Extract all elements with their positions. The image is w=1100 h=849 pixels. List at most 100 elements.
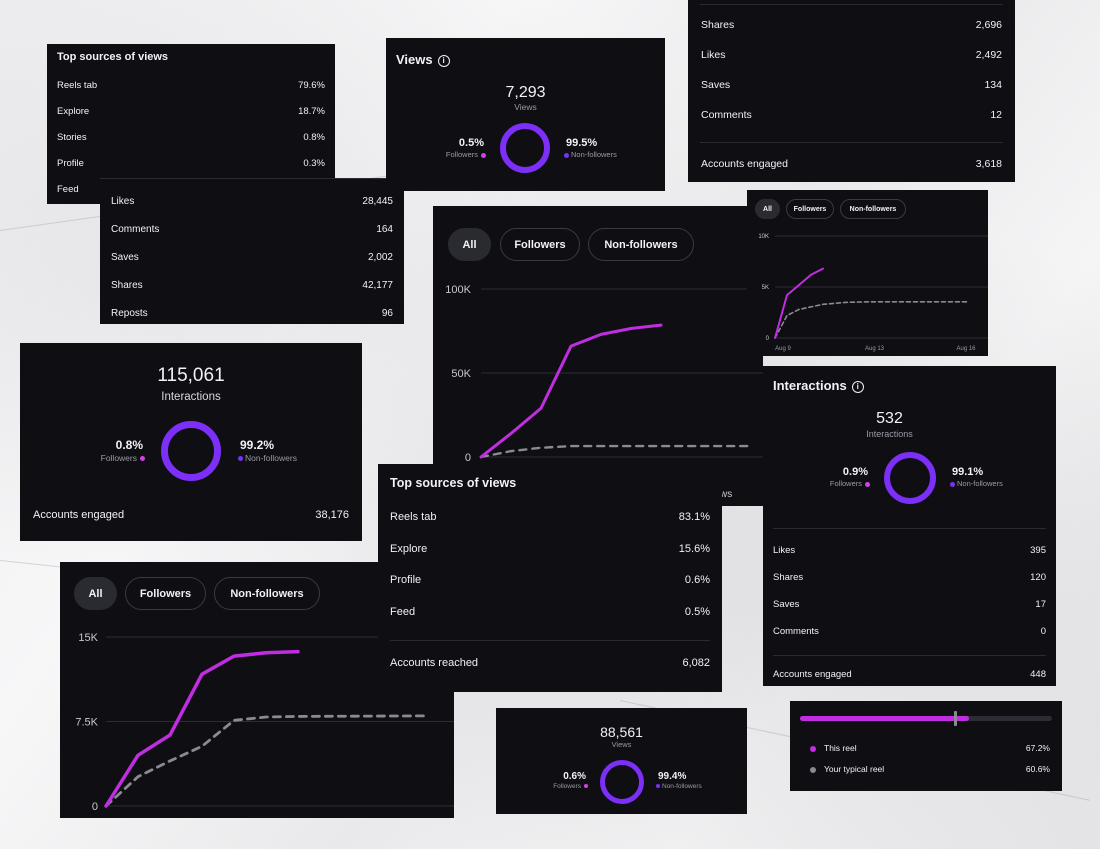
interactions-total-label: Interactions [866, 429, 913, 439]
interactions-detail-card: Interactions i 532 Interactions 0.9% Foll… [763, 366, 1056, 686]
legend-typical-reel: Your typical reel 60.6% [810, 764, 1050, 774]
engagement-stats-card: Shares 2,696 Likes 2,492 Saves 134 Comments… [688, 0, 1015, 182]
x-tick-label: Aug 9 [775, 346, 791, 352]
accounts-reached-row: Accounts reached 6,082 [390, 657, 710, 669]
x-tick-label: Aug 13 [865, 346, 885, 352]
list-item: Likes 28,445 [111, 196, 393, 207]
list-item: Likes 395 [773, 545, 1046, 556]
views-card: Views i 7,293 Views 0.5% Followers 99.5% … [386, 38, 665, 191]
donut-chart [500, 123, 550, 173]
retention-compare-card: This reel 67.2% Your typical reel 60.6% [790, 701, 1062, 791]
this-reel-series-line [479, 323, 663, 459]
list-item: Comments 0 [773, 626, 1046, 637]
list-item: Reels tab 79.6% [57, 80, 325, 91]
followers-pct: 0.8% [115, 438, 143, 452]
list-item: Profile 0.3% [57, 158, 325, 169]
donut-chart [600, 760, 644, 804]
accounts-engaged-row: Accounts engaged 3,618 [701, 158, 1002, 170]
x-axis-label-cutoff: ws [720, 489, 733, 500]
legend-this-reel: This reel 67.2% [810, 743, 1050, 753]
list-item: Saves 134 [701, 79, 1002, 91]
views-over-time-chart-card: All Followers Non-followers 100K 50K 0 ws [433, 206, 763, 506]
x-tick-label: Aug 16 [956, 346, 976, 352]
list-item: Comments 164 [111, 224, 393, 235]
card-title: Views i [396, 52, 450, 67]
y-tick-label: 5K [762, 285, 769, 291]
tab-all[interactable]: All [755, 199, 780, 219]
tab-non-followers[interactable]: Non-followers [588, 228, 694, 261]
this-reel-series-line [104, 649, 300, 808]
list-item: Reels tab 83.1% [390, 511, 710, 523]
line-chart: 10K 5K 0 Aug 9 Aug 13 Aug 16 [758, 234, 988, 352]
list-item: Shares 120 [773, 572, 1046, 583]
this-reel-series-line [774, 267, 824, 339]
card-title: Top sources of views [57, 51, 169, 63]
interactions-total-label: Interactions [161, 391, 221, 403]
typical-reel-series-line [479, 444, 753, 459]
views-total: 88,561 [600, 724, 643, 740]
followers-pct: 0.9% [842, 466, 868, 478]
line-chart: 100K 50K 0 [445, 284, 763, 464]
interactions-list-card: Likes 28,445 Comments 164 Saves 2,002 Share… [100, 178, 404, 324]
accounts-engaged-row: Accounts engaged 38,176 [33, 509, 349, 521]
tab-followers[interactable]: Followers [786, 199, 834, 219]
interactions-total: 115,061 [157, 365, 225, 386]
followers-legend: Followers [101, 453, 145, 463]
list-item: Reposts 96 [111, 308, 393, 319]
list-item: Feed [57, 184, 79, 195]
nonfollowers-legend: Non-followers [656, 783, 702, 790]
list-item: Profile 0.6% [390, 574, 710, 586]
list-item: Comments 12 [701, 109, 1002, 121]
list-item: Stories 0.8% [57, 132, 325, 143]
y-tick-label: 7.5K [75, 716, 98, 728]
info-icon[interactable]: i [851, 380, 864, 393]
tab-followers[interactable]: Followers [125, 577, 206, 610]
list-item: Likes 2,492 [701, 49, 1002, 61]
nonfollowers-legend: Non-followers [564, 150, 617, 159]
interactions-summary-card: 115,061 Interactions 0.8% Followers 99.2… [20, 343, 362, 541]
followers-legend: Followers [553, 783, 588, 790]
line-chart: 15K 7.5K 0 [75, 632, 454, 813]
y-tick-label: 0 [92, 801, 98, 813]
tab-all[interactable]: All [74, 577, 117, 610]
list-item: Shares 2,696 [701, 19, 1002, 31]
nonfollowers-pct: 99.2% [240, 438, 275, 452]
followers-pct: 0.5% [458, 137, 484, 149]
small-chart-card: All Followers Non-followers 10K 5K 0 Aug 9 A… [747, 190, 988, 356]
list-item: Shares 42,177 [111, 280, 393, 291]
list-item: Feed 0.5% [390, 606, 710, 618]
followers-pct: 0.6% [563, 771, 586, 782]
card-title: Top sources of views [390, 476, 517, 490]
y-tick-label: 0 [465, 452, 471, 464]
views-total-label: Views [514, 102, 537, 112]
nonfollowers-pct: 99.4% [658, 771, 687, 782]
typical-reel-series-line [104, 714, 428, 808]
top-sources-card-b: Top sources of views Reels tab 83.1% Expl… [378, 464, 722, 692]
followers-legend: Followers [830, 479, 870, 488]
list-item: Saves 2,002 [111, 252, 393, 263]
views-total-label: Views [611, 740, 632, 749]
y-tick-label: 0 [766, 336, 770, 342]
donut-chart [161, 421, 221, 481]
nonfollowers-legend: Non-followers [950, 479, 1003, 488]
progress-track [800, 711, 1052, 726]
tab-non-followers[interactable]: Non-followers [840, 199, 906, 219]
followers-legend: Followers [446, 150, 486, 159]
nonfollowers-legend: Non-followers [238, 453, 297, 463]
donut-chart [884, 452, 936, 504]
list-item: Explore 18.7% [57, 106, 325, 117]
tab-all[interactable]: All [448, 228, 491, 261]
typical-reel-series-line [774, 300, 968, 339]
views-summary-card: 88,561 Views 0.6% Followers 99.4% Non-fo… [496, 708, 747, 814]
y-tick-label: 50K [451, 368, 471, 380]
tab-non-followers[interactable]: Non-followers [214, 577, 320, 610]
info-icon[interactable]: i [437, 54, 450, 67]
nonfollowers-pct: 99.5% [566, 137, 598, 149]
tab-followers[interactable]: Followers [500, 228, 580, 261]
accounts-engaged-row: Accounts engaged 448 [773, 669, 1046, 680]
typical-marker [954, 711, 958, 726]
list-item: Explore 15.6% [390, 543, 710, 555]
list-item: Saves 17 [773, 599, 1046, 610]
card-title: Interactions i [773, 378, 864, 393]
y-tick-label: 10K [758, 234, 769, 240]
